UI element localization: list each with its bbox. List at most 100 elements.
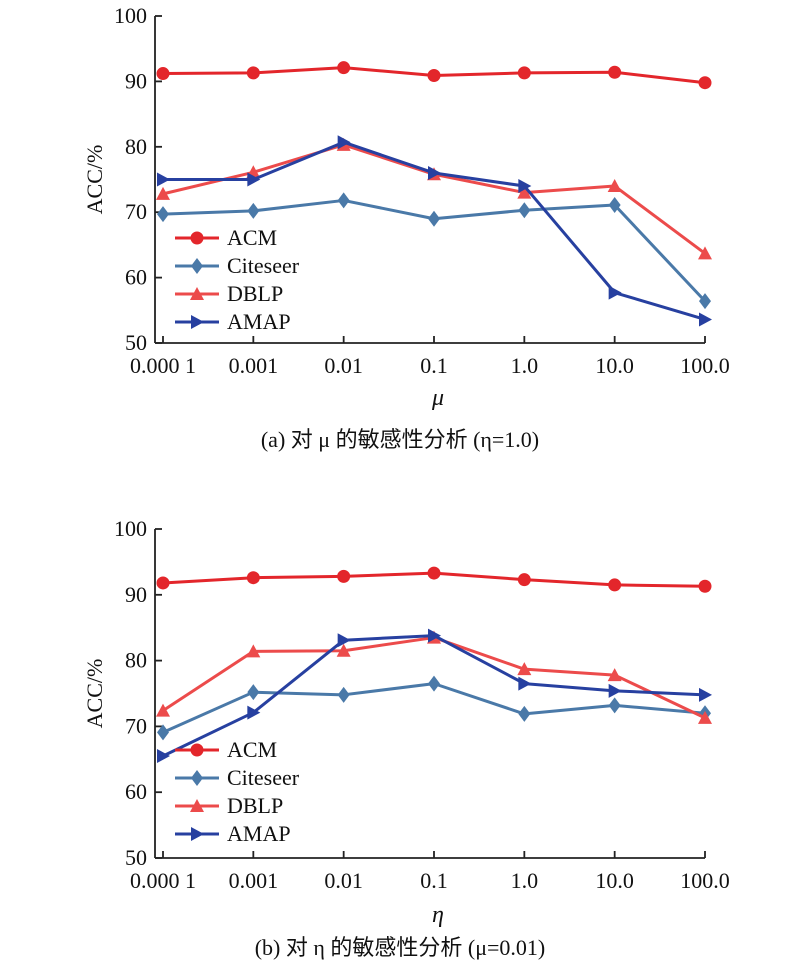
x-tick-label-10-0: 10.0 bbox=[595, 868, 634, 893]
data-point-amap bbox=[337, 633, 351, 648]
data-point-amap bbox=[699, 687, 712, 702]
data-point-dblp bbox=[698, 246, 712, 260]
series-citeseer bbox=[157, 192, 711, 310]
x-tick-label-0-1: 0.1 bbox=[420, 868, 448, 893]
data-point-amap bbox=[247, 705, 261, 720]
data-point-dblp bbox=[156, 186, 170, 200]
chart-caption: (b) 对 η 的敏感性分析 (μ=0.01) bbox=[255, 935, 546, 960]
series-acm bbox=[156, 61, 712, 90]
chart-caption: (a) 对 μ 的敏感性分析 (η=1.0) bbox=[261, 427, 539, 452]
data-point-acm bbox=[337, 569, 351, 583]
legend-marker bbox=[190, 799, 204, 812]
chart-panel-a: 50 60 70 80 90 100 0.000 1 0.001 0.01 0.1 1.0 10.0 1… bbox=[82, 3, 730, 452]
data-point-amap bbox=[337, 135, 351, 150]
data-point-acm bbox=[517, 66, 531, 80]
legend-marker bbox=[191, 315, 204, 329]
y-tick-label-60: 60 bbox=[125, 779, 147, 804]
data-point-dblp bbox=[607, 668, 622, 682]
data-point-amap bbox=[608, 285, 622, 300]
legend-item-citeseer: Citeseer bbox=[175, 253, 300, 278]
data-point-citeseer bbox=[337, 686, 350, 703]
data-point-amap bbox=[247, 172, 261, 187]
data-point-acm bbox=[156, 576, 170, 590]
legend: ACM Citeseer DBLP AMAP bbox=[175, 225, 300, 334]
data-point-citeseer bbox=[247, 202, 260, 219]
legend-item-citeseer: Citeseer bbox=[175, 765, 300, 790]
legend-marker bbox=[191, 258, 203, 274]
data-point-amap bbox=[428, 165, 441, 180]
y-tick-label-80: 80 bbox=[125, 648, 147, 673]
y-tick-label-90: 90 bbox=[125, 68, 147, 93]
series-citeseer bbox=[157, 675, 711, 741]
y-tick-label-70: 70 bbox=[125, 199, 147, 224]
y-axis-label: ACC/% bbox=[82, 145, 107, 215]
x-tick-label-10-0: 10.0 bbox=[595, 353, 634, 378]
chart-panel-b: 50 60 70 80 90 100 0.000 1 0.001 0.01 0.1 1.0 10.0 1… bbox=[82, 516, 730, 960]
data-point-citeseer bbox=[428, 210, 440, 227]
legend-item-amap: AMAP bbox=[175, 821, 291, 846]
data-point-acm bbox=[427, 566, 441, 580]
data-point-citeseer bbox=[518, 202, 531, 219]
x-tick-label-0-001: 0.001 bbox=[229, 353, 279, 378]
data-point-citeseer bbox=[699, 293, 711, 310]
x-tick-label-1-0: 1.0 bbox=[511, 353, 539, 378]
data-point-dblp bbox=[698, 710, 712, 724]
data-point-acm bbox=[246, 66, 260, 80]
data-point-dblp bbox=[336, 643, 351, 657]
data-point-acm bbox=[608, 65, 622, 79]
series-amap bbox=[157, 135, 712, 327]
legend-label: DBLP bbox=[227, 793, 283, 818]
legend-item-dblp: DBLP bbox=[175, 793, 283, 818]
x-tick-label-0-01: 0.01 bbox=[324, 868, 363, 893]
data-point-citeseer bbox=[608, 197, 621, 214]
x-axis-label: μ bbox=[431, 385, 444, 411]
data-point-citeseer bbox=[608, 697, 621, 714]
legend-marker bbox=[190, 231, 204, 245]
data-point-acm bbox=[698, 76, 712, 90]
data-point-acm bbox=[427, 69, 441, 83]
data-point-acm bbox=[698, 579, 712, 593]
x-tick-label-100-0: 100.0 bbox=[680, 868, 730, 893]
data-point-acm bbox=[156, 67, 170, 81]
legend-item-amap: AMAP bbox=[175, 309, 291, 334]
x-tick-label-0-000-1: 0.000 1 bbox=[130, 353, 196, 378]
data-point-citeseer bbox=[337, 192, 350, 209]
legend-marker bbox=[190, 743, 204, 757]
data-point-dblp bbox=[156, 703, 170, 717]
legend-label: AMAP bbox=[227, 309, 291, 334]
data-point-citeseer bbox=[518, 705, 531, 722]
y-tick-label-100: 100 bbox=[114, 516, 147, 541]
legend-marker bbox=[190, 287, 204, 300]
y-tick-label-50: 50 bbox=[125, 845, 147, 870]
y-tick-label-80: 80 bbox=[125, 134, 147, 159]
legend-label: AMAP bbox=[227, 821, 291, 846]
legend-item-acm: ACM bbox=[175, 737, 277, 762]
data-point-acm bbox=[608, 578, 622, 592]
data-point-amap bbox=[518, 179, 532, 194]
data-point-amap bbox=[157, 749, 170, 764]
x-tick-label-0-000-1: 0.000 1 bbox=[130, 868, 196, 893]
legend: ACM Citeseer DBLP AMAP bbox=[175, 737, 300, 846]
data-point-dblp bbox=[517, 185, 532, 199]
data-point-amap bbox=[428, 628, 441, 643]
series-acm bbox=[156, 566, 712, 593]
y-tick-label-100: 100 bbox=[114, 3, 147, 28]
legend-item-dblp: DBLP bbox=[175, 281, 283, 306]
y-tick-label-90: 90 bbox=[125, 582, 147, 607]
data-point-citeseer bbox=[428, 675, 440, 692]
y-tick-label-60: 60 bbox=[125, 265, 147, 290]
x-tick-label-0-1: 0.1 bbox=[420, 353, 448, 378]
data-point-dblp bbox=[246, 644, 261, 658]
data-point-citeseer bbox=[247, 684, 260, 701]
data-point-acm bbox=[337, 61, 351, 75]
data-point-citeseer bbox=[157, 724, 169, 741]
x-tick-label-0-001: 0.001 bbox=[229, 868, 279, 893]
data-point-amap bbox=[608, 683, 622, 698]
legend-marker bbox=[191, 770, 203, 786]
x-axis-label: η bbox=[432, 902, 444, 928]
legend-item-acm: ACM bbox=[175, 225, 277, 250]
legend-label: DBLP bbox=[227, 281, 283, 306]
legend-label: Citeseer bbox=[227, 765, 300, 790]
data-point-acm bbox=[517, 573, 531, 587]
legend-label: ACM bbox=[227, 225, 277, 250]
